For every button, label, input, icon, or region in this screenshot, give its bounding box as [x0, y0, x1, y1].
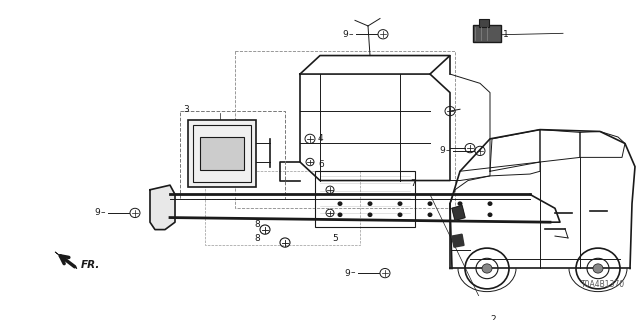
- Text: 1: 1: [503, 30, 509, 39]
- Polygon shape: [452, 205, 465, 220]
- Text: 8: 8: [254, 220, 260, 228]
- FancyBboxPatch shape: [479, 20, 489, 27]
- Circle shape: [367, 201, 372, 206]
- Text: 7: 7: [410, 179, 416, 188]
- Text: –: –: [446, 147, 451, 156]
- Text: –: –: [351, 268, 355, 278]
- Circle shape: [337, 212, 342, 217]
- Circle shape: [593, 264, 603, 273]
- Text: FR.: FR.: [81, 260, 100, 270]
- Text: 4: 4: [318, 134, 324, 143]
- Text: 9: 9: [342, 30, 348, 39]
- Text: 6: 6: [318, 160, 324, 169]
- Polygon shape: [150, 185, 175, 229]
- Bar: [193, 125, 251, 182]
- Circle shape: [428, 212, 433, 217]
- Bar: [205, 171, 360, 245]
- Circle shape: [488, 212, 493, 217]
- Circle shape: [428, 201, 433, 206]
- Text: 9: 9: [94, 208, 100, 217]
- Bar: [315, 171, 415, 227]
- Text: T0A4B1370: T0A4B1370: [581, 280, 625, 289]
- Bar: [200, 137, 244, 170]
- Polygon shape: [55, 252, 77, 268]
- Circle shape: [367, 212, 372, 217]
- Text: 9: 9: [344, 268, 350, 278]
- Text: 3: 3: [183, 105, 189, 114]
- Text: 8: 8: [254, 234, 260, 243]
- FancyBboxPatch shape: [473, 25, 501, 42]
- Circle shape: [397, 212, 403, 217]
- Polygon shape: [452, 234, 464, 247]
- Bar: [180, 111, 285, 199]
- Text: 9: 9: [439, 147, 445, 156]
- Text: 2: 2: [490, 315, 495, 320]
- Circle shape: [458, 201, 463, 206]
- Circle shape: [458, 212, 463, 217]
- Circle shape: [337, 201, 342, 206]
- Circle shape: [482, 264, 492, 273]
- Text: 5: 5: [332, 234, 338, 243]
- Bar: [188, 120, 256, 187]
- Text: –: –: [349, 30, 353, 39]
- Text: –: –: [101, 208, 106, 217]
- Circle shape: [397, 201, 403, 206]
- Circle shape: [488, 201, 493, 206]
- Bar: [235, 51, 455, 208]
